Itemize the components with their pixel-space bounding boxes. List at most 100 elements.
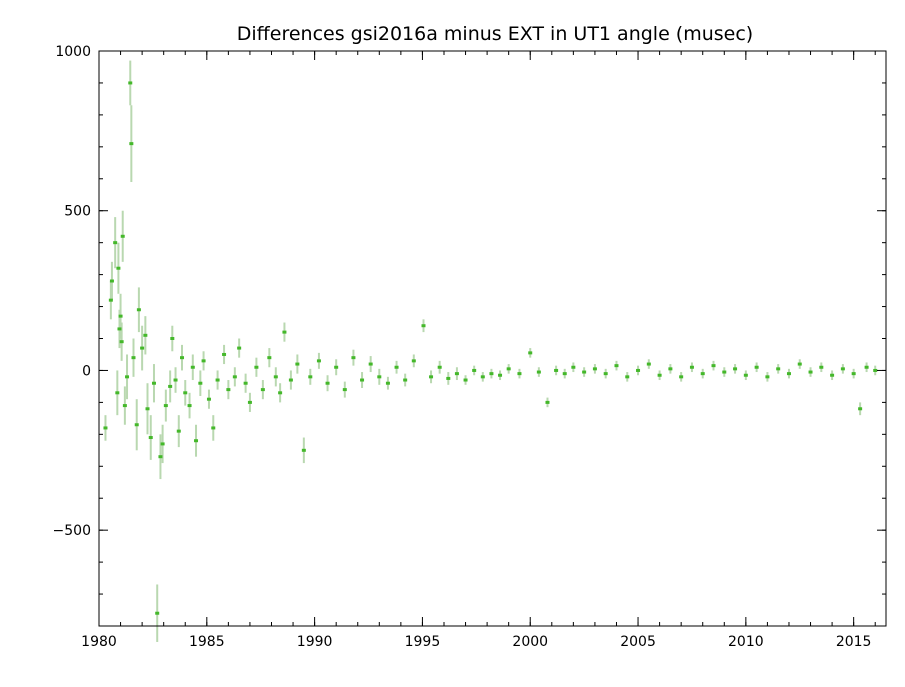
data-point-33 (190, 365, 195, 369)
data-point-70 (437, 365, 442, 369)
data-point-52 (288, 378, 293, 382)
data-point-17 (140, 346, 145, 350)
x-tick-label-2000: 2000 (512, 634, 548, 650)
data-point-40 (222, 352, 227, 356)
data-point-12 (128, 81, 133, 85)
error-bars (104, 60, 877, 642)
data-point-65 (394, 365, 399, 369)
data-point-21 (151, 381, 156, 385)
data-point-4 (115, 391, 120, 395)
data-point-105 (786, 372, 791, 376)
data-point-54 (301, 448, 306, 452)
data-point-44 (243, 381, 248, 385)
data-point-29 (176, 429, 181, 433)
data-point-31 (183, 391, 188, 395)
data-point-114 (873, 368, 878, 372)
data-point-106 (797, 362, 802, 366)
data-point-61 (360, 378, 365, 382)
data-point-45 (247, 400, 252, 404)
data-point-84 (562, 372, 567, 376)
data-point-113 (864, 365, 869, 369)
data-point-87 (592, 367, 597, 371)
data-point-38 (211, 426, 216, 430)
data-point-93 (657, 373, 662, 377)
data-point-80 (528, 351, 533, 355)
chart-title: Differences gsi2016a minus EXT in UT1 an… (237, 23, 753, 45)
data-point-74 (472, 368, 477, 372)
data-point-26 (168, 384, 173, 388)
data-point-85 (571, 365, 576, 369)
data-point-64 (385, 381, 390, 385)
data-point-55 (308, 375, 313, 379)
data-point-101 (743, 373, 748, 377)
data-point-34 (194, 439, 199, 443)
data-point-30 (180, 356, 185, 360)
data-point-15 (134, 423, 139, 427)
data-point-107 (808, 370, 813, 374)
data-point-49 (273, 375, 278, 379)
data-point-36 (201, 359, 206, 363)
data-point-32 (187, 404, 192, 408)
y-tick-label-500: 500 (64, 204, 91, 220)
data-point-77 (498, 373, 503, 377)
x-tick-label-1980: 1980 (81, 634, 117, 650)
x-tick-label-2015: 2015 (836, 634, 872, 650)
data-point-57 (325, 381, 330, 385)
x-tick-label-1985: 1985 (189, 634, 225, 650)
data-point-104 (776, 367, 781, 371)
data-point-83 (554, 368, 559, 372)
data-point-5 (116, 266, 121, 270)
data-point-111 (851, 372, 856, 376)
data-point-90 (625, 375, 630, 379)
axis-tick-labels: 1980 1985 1990 1995 2000 2005 2010 2015 −500 0 500… (53, 44, 872, 650)
data-point-89 (614, 364, 619, 368)
data-point-37 (206, 397, 211, 401)
data-point-78 (506, 367, 511, 371)
data-point-81 (536, 370, 541, 374)
data-point-67 (411, 359, 416, 363)
data-point-19 (145, 407, 150, 411)
data-point-18 (143, 333, 148, 337)
data-point-97 (700, 372, 705, 376)
data-point-9 (120, 234, 125, 238)
data-point-62 (368, 362, 373, 366)
data-point-23 (158, 455, 163, 459)
data-point-73 (463, 378, 468, 382)
data-point-58 (334, 365, 339, 369)
data-point-68 (421, 324, 426, 328)
data-point-96 (689, 365, 694, 369)
data-point-50 (278, 391, 283, 395)
data-point-71 (446, 376, 451, 380)
data-point-47 (260, 388, 265, 392)
data-point-28 (173, 378, 178, 382)
data-point-76 (489, 372, 494, 376)
data-point-46 (254, 365, 259, 369)
data-point-0 (103, 426, 108, 430)
data-point-51 (282, 330, 287, 334)
data-point-20 (148, 436, 153, 440)
data-point-75 (480, 375, 485, 379)
data-point-2 (109, 279, 114, 283)
data-point-79 (517, 372, 522, 376)
data-point-8 (119, 340, 124, 344)
data-point-3 (113, 241, 118, 245)
plot-frame (98, 50, 887, 627)
data-point-39 (215, 378, 220, 382)
data-point-112 (858, 407, 863, 411)
data-point-110 (840, 367, 845, 371)
data-point-95 (679, 375, 684, 379)
data-point-109 (830, 373, 835, 377)
axis-ticks (98, 50, 886, 627)
data-point-22 (155, 611, 160, 615)
data-point-16 (136, 308, 141, 312)
x-tick-label-2010: 2010 (728, 634, 764, 650)
data-point-56 (316, 359, 321, 363)
data-point-82 (545, 400, 550, 404)
data-point-14 (131, 356, 136, 360)
data-point-100 (733, 367, 738, 371)
data-point-27 (170, 337, 175, 340)
data-point-94 (668, 367, 673, 371)
data-point-41 (226, 388, 231, 392)
data-point-1 (108, 298, 113, 302)
